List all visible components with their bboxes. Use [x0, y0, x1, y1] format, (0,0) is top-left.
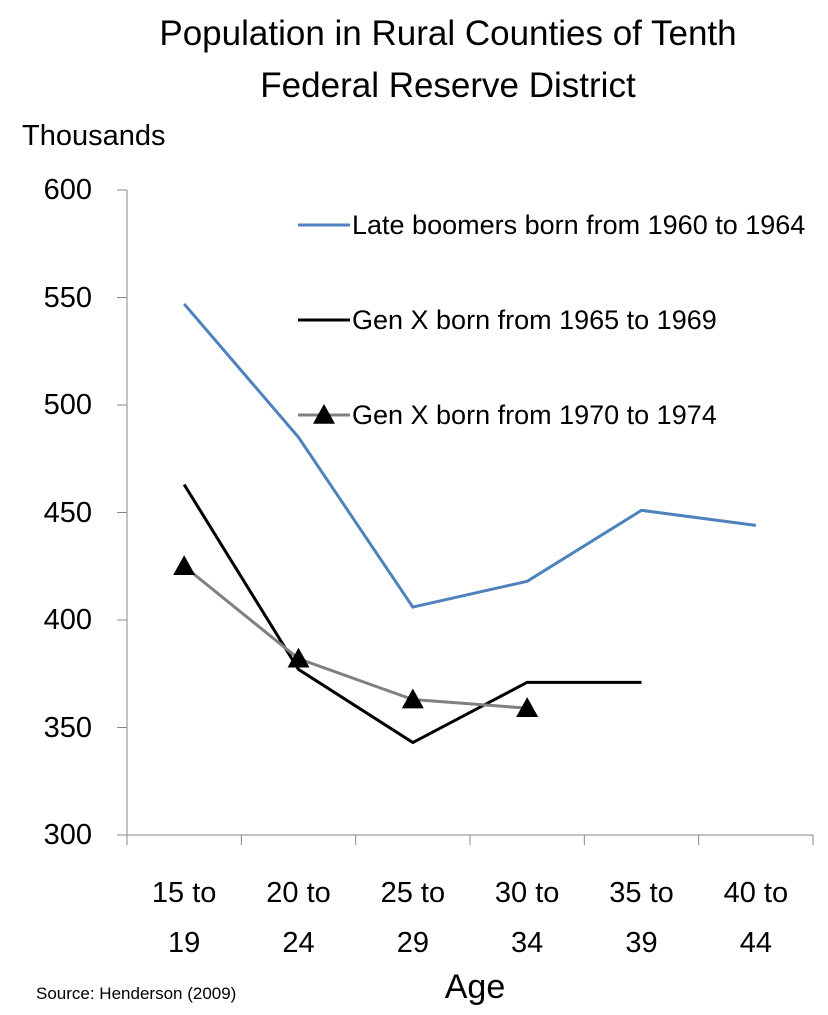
series-marker [287, 647, 310, 668]
x-tick-label: 20 to 24 [266, 877, 331, 959]
chart-title: Population in Rural Counties of Tenth Fe… [159, 14, 737, 105]
x-axis-label: Age [444, 968, 506, 1006]
y-tick-label: 450 [43, 496, 92, 529]
legend-label: Gen X born from 1970 to 1974 [352, 400, 717, 430]
series-line [182, 483, 642, 745]
y-tick-label: 500 [43, 389, 92, 421]
series-line [183, 302, 757, 609]
y-tick-label: 400 [43, 604, 92, 636]
source-note: Source: Henderson (2009) [36, 984, 237, 1003]
legend-marker [313, 404, 335, 424]
x-tick-label: 35 to 39 [609, 877, 674, 959]
x-tick-label: 30 to 34 [494, 877, 560, 959]
x-tick-label: 40 to 44 [723, 877, 789, 959]
series-marker [401, 688, 424, 709]
legend-label: Late boomers born from 1960 to 1964 [352, 210, 806, 240]
x-tick-label: 15 to 19 [151, 877, 217, 959]
x-tick-label: 25 to 29 [380, 877, 446, 959]
y-tick-label: 300 [43, 819, 92, 851]
y-axis-label: Thousands [22, 120, 166, 152]
series-marker [173, 555, 196, 576]
series-line [183, 565, 528, 710]
series-marker [516, 697, 539, 717]
y-tick-label: 350 [43, 711, 92, 744]
y-tick-label: 550 [43, 281, 92, 314]
y-tick-label: 600 [43, 174, 92, 206]
legend-label: Gen X born from 1965 to 1969 [352, 305, 717, 335]
